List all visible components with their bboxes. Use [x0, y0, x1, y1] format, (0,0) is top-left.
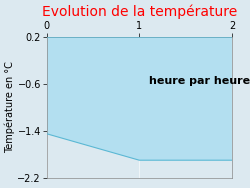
Title: Evolution de la température: Evolution de la température: [42, 4, 237, 19]
Text: heure par heure: heure par heure: [148, 76, 250, 86]
Y-axis label: Température en °C: Température en °C: [4, 61, 15, 153]
Polygon shape: [47, 37, 232, 160]
